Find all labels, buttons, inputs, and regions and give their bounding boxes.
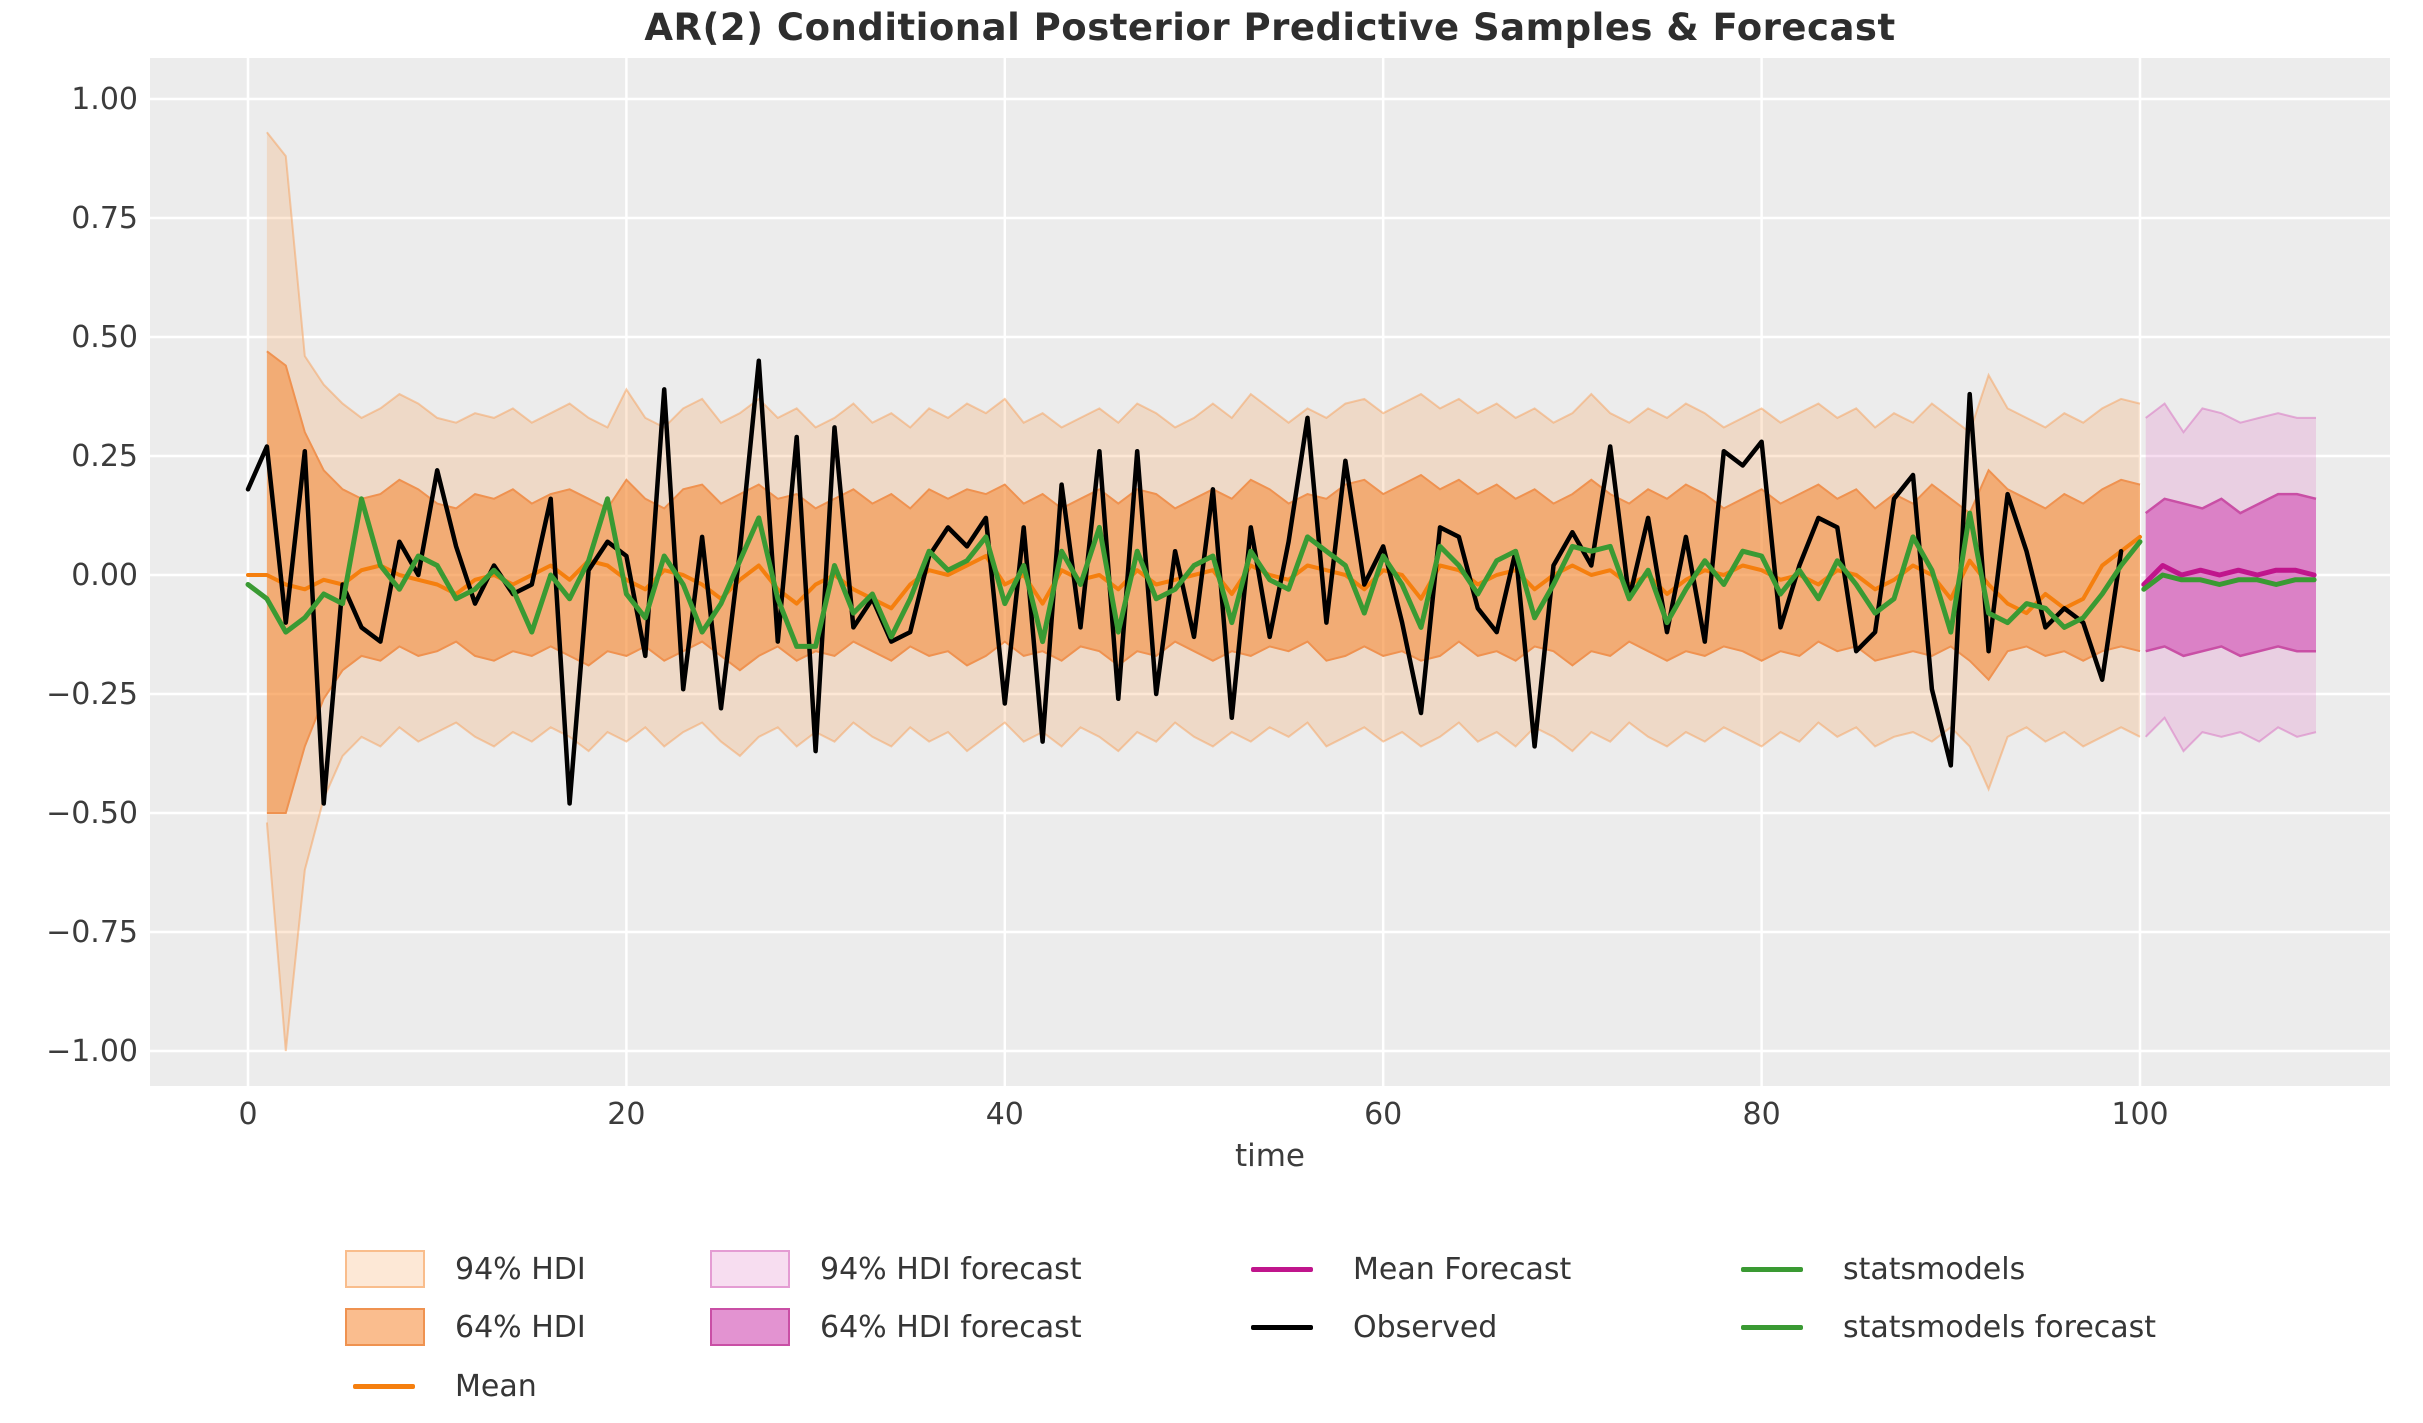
legend-label: statsmodels forecast — [1843, 1309, 2157, 1345]
mean-forecast-line-swatch — [1243, 1249, 1323, 1289]
legend-item-64-hdi-forecast: 64% HDI forecast — [710, 1307, 1082, 1347]
legend-label: 94% HDI forecast — [820, 1251, 1082, 1287]
statsmodels-line-swatch — [1733, 1249, 1813, 1289]
svg-text:80: 80 — [1743, 1097, 1781, 1132]
series-layer — [245, 131, 2317, 1052]
observed-line-swatch — [1243, 1307, 1323, 1347]
band-64-hdi — [266, 351, 2140, 813]
legend-item-statsmodels: statsmodels — [1733, 1249, 2025, 1289]
legend-item-observed: Observed — [1243, 1307, 1497, 1347]
legend-label: Observed — [1353, 1309, 1498, 1345]
svg-text:−0.50: −0.50 — [46, 796, 138, 831]
legend-item-statsmodels-forecast: statsmodels forecast — [1733, 1307, 2156, 1347]
legend-label: 94% HDI — [455, 1251, 586, 1287]
svg-text:40: 40 — [986, 1097, 1024, 1132]
svg-text:0.25: 0.25 — [71, 439, 138, 474]
svg-text:100: 100 — [2111, 1097, 2168, 1132]
legend-label: 64% HDI — [455, 1309, 586, 1345]
legend-item-64-hdi: 64% HDI — [345, 1307, 586, 1347]
legend-item-94-hdi: 94% HDI — [345, 1249, 586, 1289]
svg-text:1.00: 1.00 — [71, 82, 138, 117]
series-observed — [245, 358, 2124, 806]
svg-text:−0.75: −0.75 — [46, 915, 138, 950]
legend-label: statsmodels — [1843, 1251, 2026, 1287]
svg-text:−1.00: −1.00 — [46, 1034, 138, 1069]
chart-title: AR(2) Conditional Posterior Predictive S… — [644, 6, 1896, 49]
legend-item-mean: Mean — [345, 1366, 537, 1406]
legend-label: Mean Forecast — [1353, 1251, 1572, 1287]
94-hdi-swatch — [345, 1249, 425, 1289]
64-hdi-swatch — [345, 1307, 425, 1347]
legend-item-mean-forecast: Mean Forecast — [1243, 1249, 1571, 1289]
x-axis-label: time — [1234, 1138, 1306, 1174]
94-hdi-forecast-swatch — [710, 1249, 790, 1289]
x-axis-ticks: 0 20 40 60 80 100 — [238, 1097, 2168, 1132]
y-axis-ticks: 1.00 0.75 0.50 0.25 0.00 −0.25 −0.50 −0.75 −1.00 — [46, 82, 138, 1069]
svg-text:20: 20 — [607, 1097, 645, 1132]
legend-item-94-hdi-forecast: 94% HDI forecast — [710, 1249, 1082, 1289]
svg-text:0: 0 — [238, 1097, 257, 1132]
series-statsmodels-forecast — [2141, 572, 2317, 592]
legend-label: 64% HDI forecast — [820, 1309, 1082, 1345]
64-hdi-forecast-swatch — [710, 1307, 790, 1347]
svg-text:0.00: 0.00 — [71, 558, 138, 593]
svg-text:0.75: 0.75 — [71, 201, 138, 236]
series-mean — [246, 534, 2142, 616]
legend-label: Mean — [455, 1368, 537, 1404]
mean-line-swatch — [345, 1366, 425, 1406]
series-mean-forecast — [2141, 563, 2317, 587]
series-statsmodels — [245, 496, 2143, 649]
svg-text:0.50: 0.50 — [71, 320, 138, 355]
svg-text:60: 60 — [1364, 1097, 1402, 1132]
svg-text:−0.25: −0.25 — [46, 677, 138, 712]
statsmodels-forecast-line-swatch — [1733, 1307, 1813, 1347]
band-64-hdi-forecast — [2145, 494, 2316, 656]
